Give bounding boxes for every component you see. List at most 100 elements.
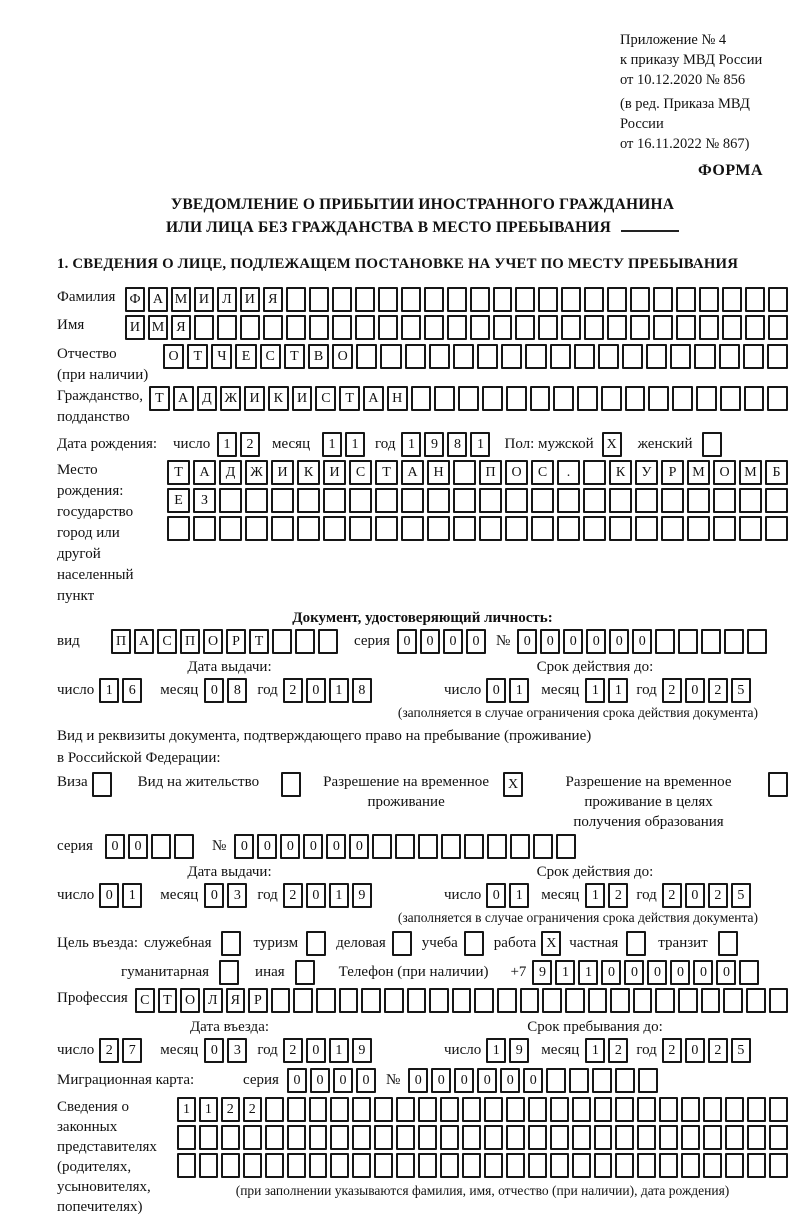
form-cell[interactable]: 0 xyxy=(408,1068,429,1093)
form-cell[interactable] xyxy=(621,344,644,369)
form-cell[interactable] xyxy=(505,386,527,411)
form-cell[interactable] xyxy=(561,315,582,340)
form-cell[interactable]: 1 xyxy=(122,883,143,908)
form-cell[interactable] xyxy=(330,1097,350,1122)
form-cell[interactable] xyxy=(374,1153,394,1178)
form-cell[interactable]: 0 xyxy=(624,960,645,985)
form-cell[interactable] xyxy=(492,315,513,340)
form-cell[interactable] xyxy=(505,1125,525,1150)
form-cell[interactable]: 0 xyxy=(419,629,440,654)
form-cell[interactable] xyxy=(739,488,762,513)
form-cell[interactable]: 2 xyxy=(282,678,303,703)
form-cell[interactable]: С xyxy=(259,344,281,369)
form-cell[interactable] xyxy=(557,516,580,541)
form-cell[interactable] xyxy=(569,1068,590,1093)
form-cell[interactable] xyxy=(349,516,372,541)
form-cell[interactable] xyxy=(678,629,699,654)
form-cell[interactable]: И xyxy=(244,386,265,411)
form-cell[interactable] xyxy=(479,516,502,541)
form-cell[interactable]: 2 xyxy=(661,883,682,908)
form-cell[interactable] xyxy=(330,1153,350,1178)
form-cell[interactable]: Р xyxy=(248,988,268,1013)
form-cell[interactable]: 0 xyxy=(396,629,417,654)
form-cell[interactable] xyxy=(487,834,508,859)
form-cell[interactable] xyxy=(723,988,743,1013)
form-cell[interactable] xyxy=(713,488,736,513)
form-cell[interactable]: 8 xyxy=(447,432,468,457)
form-cell[interactable]: И xyxy=(323,460,346,485)
form-cell[interactable] xyxy=(428,344,450,369)
form-cell[interactable] xyxy=(571,1125,591,1150)
form-cell[interactable]: А xyxy=(172,386,194,411)
form-cell[interactable]: С xyxy=(315,386,337,411)
form-cell[interactable] xyxy=(177,1153,196,1178)
form-cell[interactable]: 9 xyxy=(424,432,445,457)
form-cell[interactable] xyxy=(527,1153,547,1178)
form-cell[interactable] xyxy=(318,629,338,654)
form-cell[interactable] xyxy=(316,988,336,1013)
form-cell[interactable] xyxy=(458,386,479,411)
form-cell[interactable] xyxy=(285,315,306,340)
form-cell[interactable] xyxy=(469,287,490,312)
form-cell[interactable] xyxy=(610,988,630,1013)
form-cell[interactable] xyxy=(375,516,398,541)
form-cell[interactable]: 5 xyxy=(730,678,751,703)
form-cell[interactable] xyxy=(699,287,720,312)
form-cell[interactable] xyxy=(635,488,658,513)
form-cell[interactable] xyxy=(286,1153,306,1178)
form-cell[interactable] xyxy=(607,315,628,340)
form-cell[interactable] xyxy=(745,988,766,1013)
checkbox-other[interactable] xyxy=(294,960,315,985)
form-cell[interactable] xyxy=(542,988,562,1013)
form-cell[interactable] xyxy=(286,1125,306,1150)
form-cell[interactable]: 3 xyxy=(227,1038,248,1063)
form-cell[interactable]: Т xyxy=(157,988,178,1013)
form-cell[interactable]: 0 xyxy=(204,1038,225,1063)
form-cell[interactable] xyxy=(418,1153,438,1178)
form-cell[interactable] xyxy=(440,1153,459,1178)
form-cell[interactable] xyxy=(659,1153,679,1178)
form-cell[interactable] xyxy=(564,988,585,1013)
checkbox-visa[interactable] xyxy=(91,772,112,797)
form-cell[interactable]: 0 xyxy=(684,1038,705,1063)
form-cell[interactable]: М xyxy=(147,315,168,340)
form-cell[interactable] xyxy=(571,1153,591,1178)
form-cell[interactable]: Ф xyxy=(125,287,145,312)
form-cell[interactable] xyxy=(492,287,513,312)
form-cell[interactable] xyxy=(655,988,675,1013)
form-cell[interactable] xyxy=(464,834,485,859)
form-cell[interactable]: А xyxy=(401,460,424,485)
form-cell[interactable]: 0 xyxy=(486,678,507,703)
form-cell[interactable] xyxy=(352,1153,372,1178)
form-cell[interactable] xyxy=(615,1068,636,1093)
form-cell[interactable] xyxy=(593,1097,613,1122)
form-cell[interactable] xyxy=(681,1153,701,1178)
form-cell[interactable] xyxy=(571,1097,591,1122)
form-cell[interactable]: 2 xyxy=(240,432,260,457)
form-cell[interactable] xyxy=(167,516,190,541)
form-cell[interactable] xyxy=(264,1153,284,1178)
form-cell[interactable]: 2 xyxy=(608,1038,629,1063)
form-cell[interactable]: 9 xyxy=(532,960,553,985)
form-cell[interactable] xyxy=(418,834,439,859)
form-cell[interactable]: 0 xyxy=(355,1068,376,1093)
form-cell[interactable] xyxy=(527,1125,547,1150)
form-cell[interactable] xyxy=(375,488,398,513)
form-cell[interactable] xyxy=(637,1125,657,1150)
form-cell[interactable] xyxy=(427,516,450,541)
representatives-row2[interactable] xyxy=(177,1125,788,1150)
form-cell[interactable] xyxy=(719,386,741,411)
form-cell[interactable] xyxy=(648,386,670,411)
form-cell[interactable]: 9 xyxy=(509,1038,530,1063)
form-cell[interactable]: 2 xyxy=(282,1038,303,1063)
form-cell[interactable]: К xyxy=(267,386,289,411)
form-cell[interactable] xyxy=(271,516,294,541)
form-cell[interactable] xyxy=(549,1125,569,1150)
form-cell[interactable] xyxy=(583,516,606,541)
